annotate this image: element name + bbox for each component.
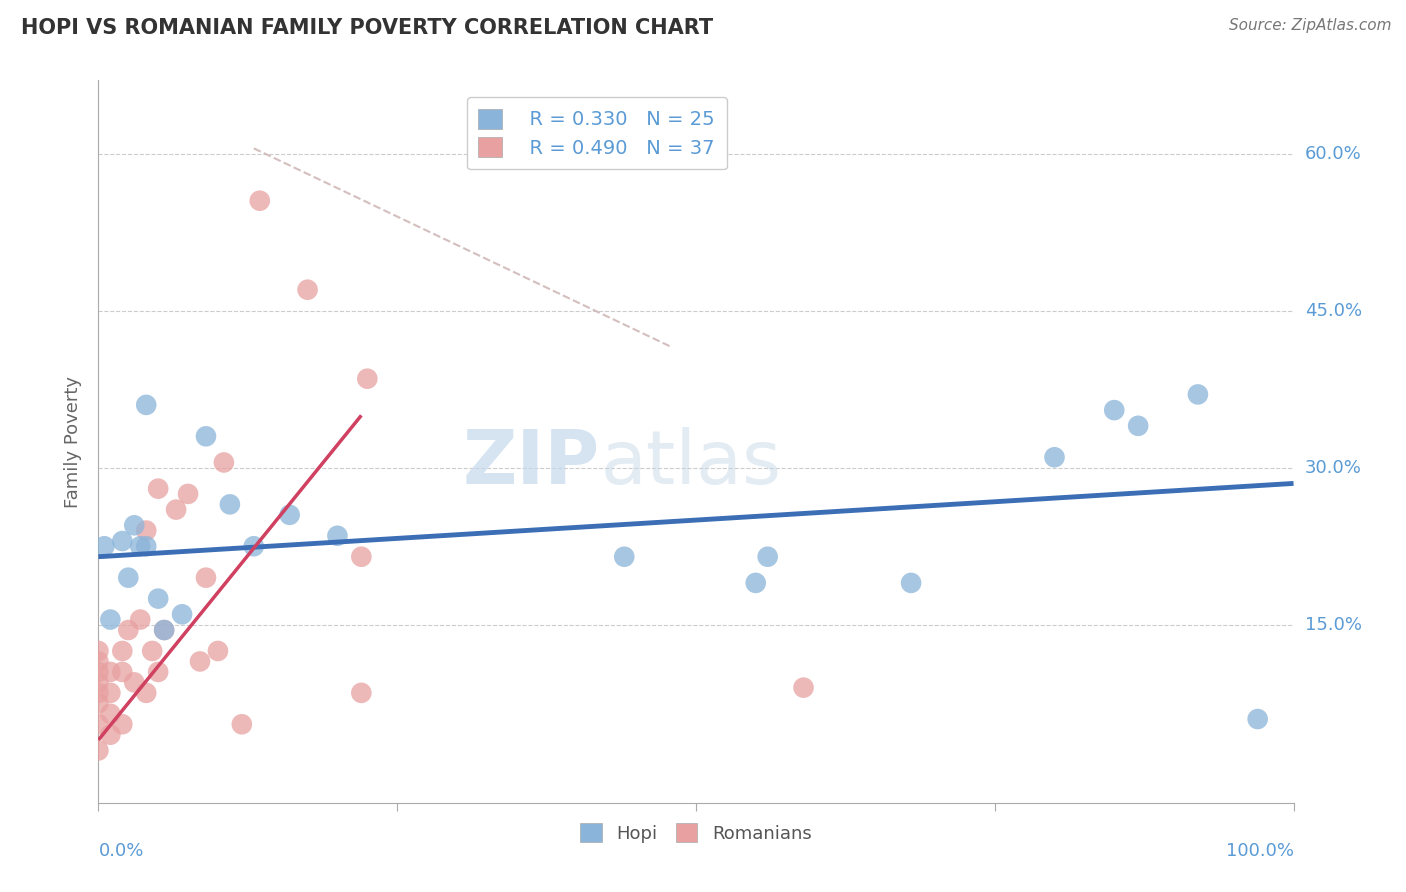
Text: 30.0%: 30.0% bbox=[1305, 458, 1361, 476]
Point bbox=[231, 717, 253, 731]
Point bbox=[278, 508, 301, 522]
Point bbox=[212, 455, 235, 469]
Point bbox=[249, 194, 271, 208]
Text: Source: ZipAtlas.com: Source: ZipAtlas.com bbox=[1229, 18, 1392, 33]
Point bbox=[135, 539, 157, 553]
Point bbox=[111, 644, 134, 658]
Point bbox=[141, 644, 163, 658]
Point bbox=[87, 717, 110, 731]
Point bbox=[98, 706, 122, 721]
Point bbox=[1043, 450, 1066, 465]
Text: 100.0%: 100.0% bbox=[1226, 842, 1294, 860]
Text: HOPI VS ROMANIAN FAMILY POVERTY CORRELATION CHART: HOPI VS ROMANIAN FAMILY POVERTY CORRELAT… bbox=[21, 18, 713, 37]
Y-axis label: Family Poverty: Family Poverty bbox=[65, 376, 83, 508]
Point bbox=[135, 524, 157, 538]
Point bbox=[165, 502, 187, 516]
Point bbox=[153, 623, 176, 637]
Point bbox=[195, 571, 218, 585]
Point bbox=[1247, 712, 1270, 726]
Point bbox=[172, 607, 194, 622]
Point bbox=[219, 497, 242, 511]
Point bbox=[87, 644, 110, 658]
Point bbox=[87, 743, 110, 757]
Point bbox=[129, 613, 152, 627]
Text: 60.0%: 60.0% bbox=[1305, 145, 1361, 162]
Text: 15.0%: 15.0% bbox=[1305, 615, 1361, 634]
Point bbox=[177, 487, 200, 501]
Point bbox=[1187, 387, 1209, 401]
Point bbox=[793, 681, 815, 695]
Point bbox=[87, 686, 110, 700]
Point bbox=[87, 696, 110, 710]
Point bbox=[148, 665, 170, 679]
Point bbox=[135, 686, 157, 700]
Point bbox=[613, 549, 636, 564]
Point bbox=[900, 575, 922, 590]
Point bbox=[1128, 418, 1150, 433]
Point bbox=[98, 728, 122, 742]
Point bbox=[326, 529, 349, 543]
Point bbox=[195, 429, 218, 443]
Text: 0.0%: 0.0% bbox=[98, 842, 143, 860]
Point bbox=[124, 518, 146, 533]
Point bbox=[98, 665, 122, 679]
Point bbox=[98, 613, 122, 627]
Point bbox=[111, 717, 134, 731]
Legend: Hopi, Romanians: Hopi, Romanians bbox=[571, 814, 821, 852]
Point bbox=[188, 655, 211, 669]
Point bbox=[756, 549, 779, 564]
Point bbox=[1104, 403, 1126, 417]
Point bbox=[153, 623, 176, 637]
Point bbox=[356, 372, 378, 386]
Point bbox=[148, 591, 170, 606]
Point bbox=[350, 686, 373, 700]
Text: ZIP: ZIP bbox=[463, 426, 600, 500]
Text: atlas: atlas bbox=[600, 426, 782, 500]
Point bbox=[297, 283, 319, 297]
Point bbox=[243, 539, 266, 553]
Point bbox=[117, 571, 139, 585]
Point bbox=[129, 539, 152, 553]
Point bbox=[135, 398, 157, 412]
Point bbox=[98, 686, 122, 700]
Point bbox=[111, 665, 134, 679]
Point bbox=[148, 482, 170, 496]
Point bbox=[111, 534, 134, 549]
Point bbox=[350, 549, 373, 564]
Point bbox=[745, 575, 768, 590]
Point bbox=[93, 539, 115, 553]
Text: 45.0%: 45.0% bbox=[1305, 301, 1362, 319]
Point bbox=[87, 655, 110, 669]
Point bbox=[117, 623, 139, 637]
Point bbox=[87, 665, 110, 679]
Point bbox=[124, 675, 146, 690]
Point bbox=[207, 644, 229, 658]
Point bbox=[87, 675, 110, 690]
